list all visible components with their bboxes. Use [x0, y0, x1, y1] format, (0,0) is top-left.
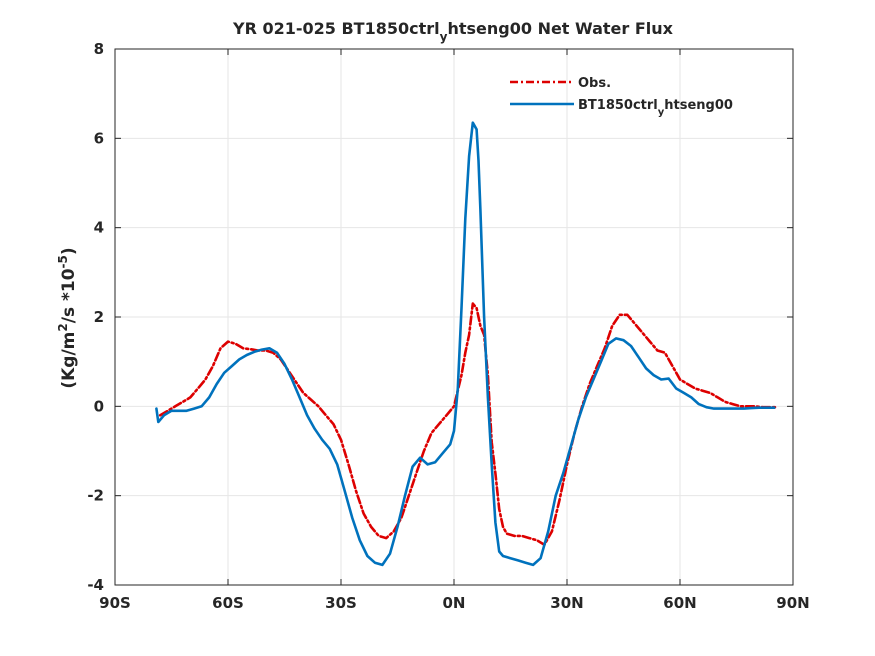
x-tick-label: 0N	[443, 594, 466, 612]
y-tick-label: 2	[94, 308, 104, 326]
legend-label-obs: Obs.	[578, 76, 611, 91]
axis-ticks	[114, 48, 794, 586]
series-line-obs	[158, 302, 780, 547]
y-tick-label: 4	[94, 219, 104, 237]
legend-label-model: BT1850ctrlyhtseng00	[578, 98, 733, 118]
tick-labels: 90S 60S 30S 0N 30N 60N 90N -4 -2 0 2 4 6 8	[87, 40, 809, 612]
series-line-model	[155, 121, 776, 567]
y-tick-label: 6	[94, 129, 104, 147]
legend: Obs. BT1850ctrlyhtseng00	[510, 76, 733, 118]
x-tick-label: 30S	[325, 594, 357, 612]
x-tick-label: 60N	[663, 594, 696, 612]
x-tick-label: 60S	[212, 594, 244, 612]
x-tick-label: 90S	[99, 594, 131, 612]
x-tick-label: 90N	[776, 594, 809, 612]
series-group	[155, 121, 780, 567]
y-tick-label: -2	[87, 487, 104, 505]
y-tick-label: 8	[94, 40, 104, 58]
y-axis-label: (Kg/m2/s *10-5)	[56, 247, 79, 388]
y-tick-label: 0	[94, 397, 104, 415]
x-tick-label: 30N	[550, 594, 583, 612]
chart-title: YR 021-025 BT1850ctrlyhtseng00 Net Water…	[232, 19, 674, 44]
y-tick-label: -4	[87, 576, 104, 594]
